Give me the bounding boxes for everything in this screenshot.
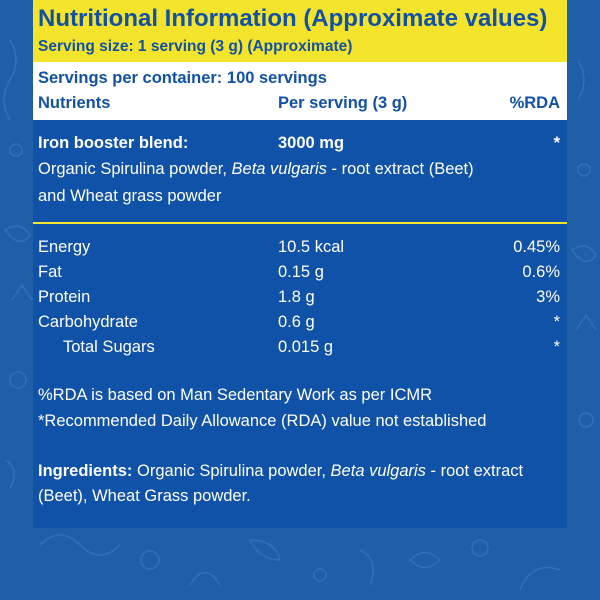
- serving-size: Serving size: 1 serving (3 g) (Approxima…: [38, 38, 353, 55]
- nutrient-rda: *: [553, 338, 560, 356]
- nutrient-name: Energy: [38, 238, 91, 256]
- nutrient-name-sub: Total Sugars: [63, 338, 155, 356]
- nutrient-value: 0.015 g: [278, 338, 334, 356]
- header-band: [33, 0, 567, 62]
- column-header-band: [33, 62, 567, 120]
- blend-description-line1: Organic Spirulina powder, Beta vulgaris …: [38, 160, 474, 179]
- nutrient-value: 10.5 kcal: [278, 238, 345, 256]
- blend-amount: 3000 mg: [278, 134, 345, 152]
- rda-footnote: *Recommended Daily Allowance (RDA) value…: [38, 412, 487, 430]
- nutrient-name: Protein: [38, 288, 91, 306]
- nutrient-name: Fat: [38, 263, 62, 281]
- blend-name: Iron booster blend:: [38, 134, 189, 152]
- nutrient-rda: *: [553, 313, 560, 331]
- page-title: Nutritional Information (Approximate val…: [38, 5, 548, 32]
- nutrient-rda: 3%: [536, 288, 560, 306]
- nutrient-rda: 0.6%: [522, 263, 560, 281]
- blend-rda: *: [553, 134, 560, 152]
- nutrient-value: 0.6 g: [278, 313, 315, 331]
- rda-note: %RDA is based on Man Sedentary Work as p…: [38, 386, 433, 404]
- ingredients-label: Ingredients:: [38, 462, 133, 480]
- blend-desc-part2: - root extract (Beet): [326, 160, 474, 178]
- nutrient-value: 0.15 g: [278, 263, 324, 281]
- ingredients-line1: Ingredients: Organic Spirulina powder, B…: [38, 462, 523, 481]
- ingredients-part2: - root extract: [425, 462, 524, 480]
- blend-desc-italic: Beta vulgaris: [231, 160, 327, 178]
- nutrient-rda: 0.45%: [513, 238, 560, 256]
- section-divider: [33, 222, 567, 224]
- nutrient-value: 1.8 g: [278, 288, 315, 306]
- col-header-per-serving: Per serving (3 g): [278, 94, 408, 112]
- ingredients-part1: Organic Spirulina powder,: [132, 462, 331, 480]
- blend-description-line2: and Wheat grass powder: [38, 187, 222, 205]
- ingredients-line2: (Beet), Wheat Grass powder.: [38, 487, 251, 505]
- col-header-rda: %RDA: [509, 94, 560, 112]
- servings-per-container: Servings per container: 100 servings: [38, 69, 327, 87]
- ingredients-italic: Beta vulgaris: [330, 462, 426, 480]
- blend-desc-part1: Organic Spirulina powder,: [38, 160, 232, 178]
- col-header-nutrients: Nutrients: [38, 94, 111, 112]
- nutrient-name: Carbohydrate: [38, 313, 138, 331]
